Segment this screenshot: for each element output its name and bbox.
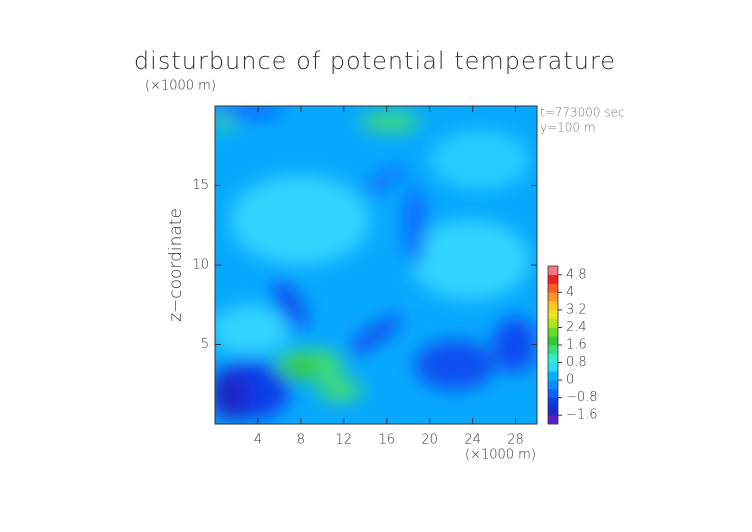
colorbar-tick-label: 3.2	[566, 302, 587, 317]
x-tick-label: 24	[464, 433, 481, 448]
x-tick-label: 16	[378, 433, 395, 448]
colorbar-tick-label: 4	[566, 285, 574, 300]
annotation: t=773000 sec	[540, 106, 625, 120]
colorbar-cell	[548, 397, 558, 407]
y-tick-label: 10	[192, 258, 209, 273]
colorbar-cell	[548, 353, 558, 363]
colorbar-tick-label: 2.4	[566, 320, 587, 335]
colorbar-cell	[548, 309, 558, 319]
colorbar-cell	[548, 415, 558, 425]
x-tick-label: 4	[254, 433, 262, 448]
colorbar-frame	[547, 265, 559, 425]
colorbar-cell	[548, 345, 558, 355]
colorbar-cell	[548, 371, 558, 381]
colorbar-cell	[548, 292, 558, 302]
contour-field	[215, 106, 537, 424]
y-axis-label: z−coordinate	[166, 208, 186, 322]
colorbar-cell	[548, 283, 558, 293]
x-tick-label: 12	[336, 433, 353, 448]
annotation: y=100 m	[540, 121, 596, 135]
colorbar-cell	[548, 301, 558, 311]
field-blobs	[215, 106, 537, 420]
colorbar-cell	[548, 362, 558, 372]
colorbar-tick-label: −0.8	[566, 390, 598, 405]
colorbar-cell	[548, 266, 558, 276]
colorbar-cell	[548, 380, 558, 390]
y-unit: (×1000 m)	[145, 79, 216, 94]
x-tick-label: 20	[421, 433, 438, 448]
colorbar-tick-label: −1.6	[566, 408, 598, 423]
chart-title: disturbunce of potential temperature	[134, 47, 616, 75]
x-unit: (×1000 m)	[465, 448, 536, 463]
colorbar-cell	[548, 318, 558, 328]
colorbar-cell	[548, 327, 558, 337]
x-tick-label: 28	[507, 433, 524, 448]
colorbar-cell	[548, 336, 558, 346]
colorbar-tick-label: 4.8	[566, 267, 587, 282]
colorbar-cell	[548, 388, 558, 398]
y-tick-label: 15	[192, 178, 209, 193]
colorbar-tick-label: 0	[566, 373, 574, 388]
colorbar-cell	[548, 274, 558, 284]
colorbar-tick-label: 0.8	[566, 355, 587, 370]
colorbar-tick-label: 1.6	[566, 338, 587, 353]
x-tick-label: 8	[297, 433, 305, 448]
colorbar-cell	[548, 406, 558, 416]
y-tick-label: 5	[201, 337, 209, 352]
